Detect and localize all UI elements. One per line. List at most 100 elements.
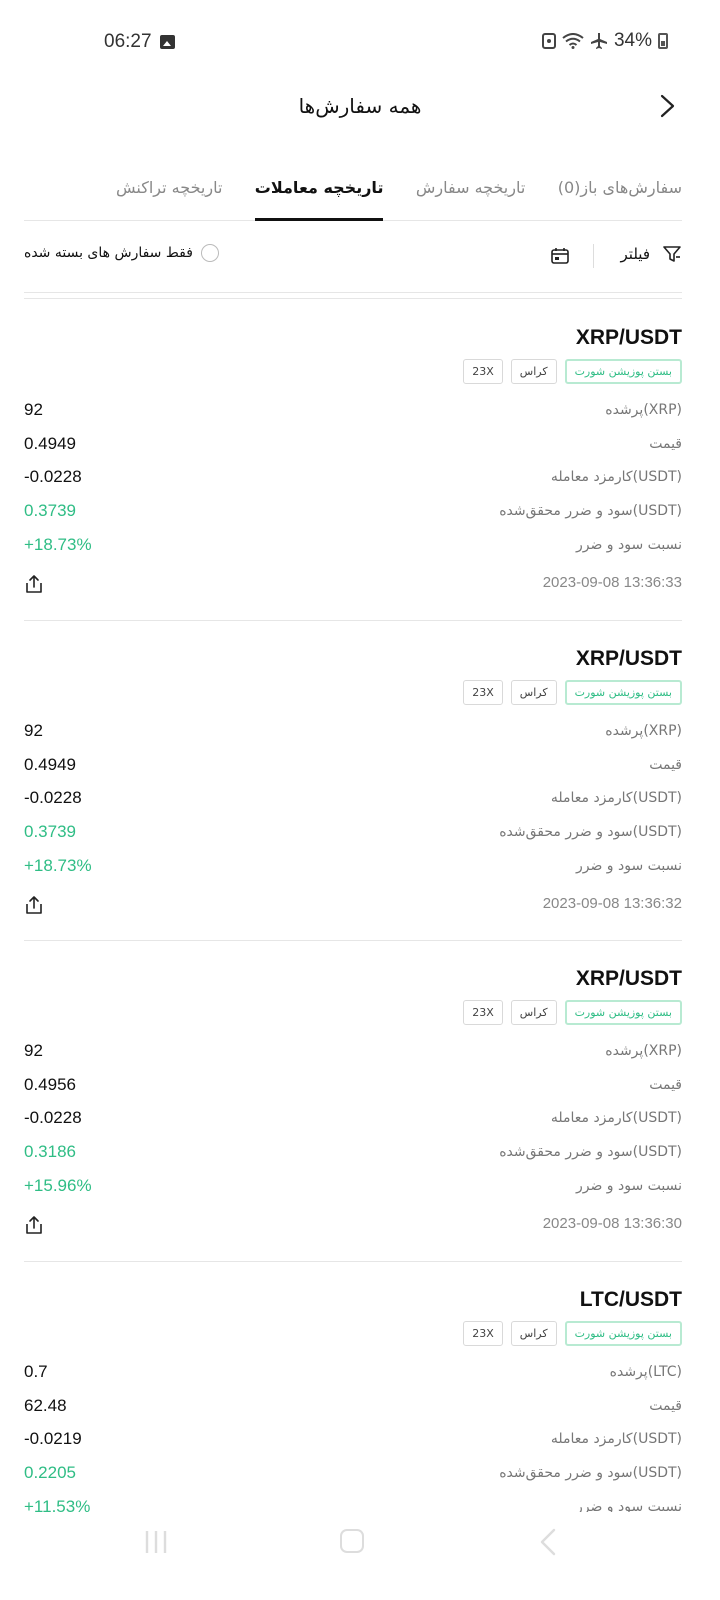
trade-timestamp: 2023-09-08 13:36:33	[542, 574, 682, 591]
realized-pnl-label: سود و ضرر محقق‌شده(USDT)	[499, 1144, 682, 1160]
margin-mode-tag: کراس	[510, 359, 557, 384]
realized-pnl-label: سود و ضرر محقق‌شده(USDT)	[499, 823, 682, 840]
price-label: قیمت	[649, 1077, 682, 1093]
realized-pnl-value: 0.3739	[24, 501, 76, 520]
pnl-ratio-label: نسبت سود و ضرر	[575, 1498, 682, 1513]
price-value: 62.48	[24, 1395, 67, 1415]
price-label: قیمت	[649, 436, 682, 452]
filled-label: پرشده(XRP)	[605, 402, 682, 418]
filled-value: 92	[24, 400, 43, 419]
pnl-ratio-label: نسبت سود و ضرر	[575, 537, 682, 553]
price-row: قیمت 0.4949	[24, 755, 682, 783]
filled-label: پرشده(LTC)	[609, 1363, 682, 1380]
pnl-ratio-row: نسبت سود و ضرر +11.53%	[24, 1497, 682, 1513]
leverage-tag: 23X	[463, 679, 503, 705]
gallery-notification-icon	[160, 35, 175, 49]
trade-history-list: XRP/USDT بستن پوزیشن شورت کراس 23X پرشده…	[24, 300, 682, 1512]
wifi-icon	[562, 33, 584, 49]
fee-value: -0.0219	[24, 1428, 82, 1448]
share-icon[interactable]	[24, 574, 44, 594]
recent-apps-icon[interactable]	[144, 1529, 168, 1555]
pnl-ratio-value: +18.73%	[24, 535, 92, 554]
filled-value: 0.7	[24, 1361, 48, 1381]
side-tag: بستن پوزیشن شورت	[564, 1320, 682, 1346]
filter-label: فیلتر	[620, 245, 650, 263]
home-icon[interactable]	[340, 1529, 364, 1553]
fee-value: -0.0228	[24, 1108, 82, 1127]
pnl-ratio-row: نسبت سود و ضرر +18.73%	[24, 856, 682, 884]
trading-pair: XRP/USDT	[575, 646, 682, 670]
tab-bar: سفارش‌های باز(0) تاریخچه سفارش تاریخچه م…	[24, 160, 682, 221]
trading-pair: XRP/USDT	[575, 326, 682, 349]
price-label: قیمت	[649, 1397, 682, 1414]
trade-timestamp: 2023-09-08 13:36:30	[542, 1215, 682, 1232]
price-row: قیمت 0.4949	[24, 434, 682, 462]
filled-value: 92	[24, 720, 43, 740]
realized-pnl-value: 0.3186	[24, 1142, 76, 1161]
fee-label: کارمزد معامله(USDT)	[550, 1430, 682, 1447]
trade-tags: بستن پوزیشن شورت کراس 23X	[463, 359, 682, 384]
tab-trade-history[interactable]: تاریخچه معاملات	[254, 160, 383, 221]
app-header: همه سفارش‌ها	[0, 86, 720, 150]
leverage-tag: 23X	[463, 359, 503, 384]
pnl-ratio-row: نسبت سود و ضرر +15.96%	[24, 1176, 682, 1204]
trade-timestamp: 2023-09-08 13:36:32	[542, 894, 682, 912]
trade-card: LTC/USDT بستن پوزیشن شورت کراس 23X پرشده…	[24, 1262, 682, 1513]
filled-row: پرشده(XRP) 92	[24, 1041, 682, 1069]
card-footer: 2023-09-08 13:36:33	[24, 572, 682, 598]
pnl-ratio-label: نسبت سود و ضرر	[575, 1178, 682, 1194]
price-label: قیمت	[649, 756, 682, 773]
tab-transaction-history[interactable]: تاریخچه تراکنش	[116, 178, 223, 197]
fee-label: کارمزد معامله(USDT)	[550, 469, 682, 485]
share-icon[interactable]	[24, 1215, 44, 1235]
system-navigation-bar	[0, 1512, 720, 1600]
trade-card: XRP/USDT بستن پوزیشن شورت کراس 23X پرشده…	[24, 300, 682, 621]
tab-order-history[interactable]: تاریخچه سفارش	[415, 178, 526, 197]
airplane-mode-icon	[590, 33, 607, 49]
side-tag: بستن پوزیشن شورت	[564, 359, 682, 384]
pnl-ratio-row: نسبت سود و ضرر +18.73%	[24, 535, 682, 563]
price-row: قیمت 0.4956	[24, 1075, 682, 1103]
share-icon[interactable]	[24, 895, 44, 915]
battery-percentage: 34%	[613, 30, 652, 51]
trade-tags: بستن پوزیشن شورت کراس 23X	[463, 1000, 682, 1025]
realized-pnl-row: سود و ضرر محقق‌شده(USDT) 0.3186	[24, 1142, 682, 1170]
card-footer: 2023-09-08 13:36:30	[24, 1213, 682, 1239]
trade-tags: بستن پوزیشن شورت کراس 23X	[463, 1320, 682, 1346]
realized-pnl-value: 0.2205	[24, 1462, 76, 1482]
closed-only-radio[interactable]	[200, 244, 219, 262]
margin-mode-tag: کراس	[510, 1320, 557, 1346]
pnl-ratio-value: +18.73%	[24, 855, 92, 875]
margin-mode-tag: کراس	[510, 1000, 557, 1025]
realized-pnl-label: سود و ضرر محقق‌شده(USDT)	[499, 1464, 682, 1481]
tab-open-orders[interactable]: سفارش‌های باز(0)	[557, 178, 682, 197]
pnl-ratio-label: نسبت سود و ضرر	[575, 857, 682, 874]
side-tag: بستن پوزیشن شورت	[564, 679, 682, 705]
realized-pnl-value: 0.3739	[24, 821, 76, 841]
filled-row: پرشده(XRP) 92	[24, 400, 682, 428]
card-footer: 2023-09-08 13:36:32	[24, 893, 682, 919]
price-value: 0.4949	[24, 434, 76, 453]
back-chevron-icon[interactable]	[654, 92, 682, 120]
fee-label: کارمزد معامله(USDT)	[550, 1110, 682, 1126]
trade-card: XRP/USDT بستن پوزیشن شورت کراس 23X پرشده…	[24, 621, 682, 941]
fee-row: کارمزد معامله(USDT) -0.0228	[24, 467, 682, 495]
calendar-icon[interactable]	[550, 246, 570, 266]
filled-row: پرشده(XRP) 92	[24, 721, 682, 749]
filter-toolbar: فیلتر فقط سفارش های بسته شده	[24, 222, 682, 290]
filled-row: پرشده(LTC) 0.7	[24, 1362, 682, 1390]
realized-pnl-row: سود و ضرر محقق‌شده(USDT) 0.3739	[24, 501, 682, 529]
fee-label: کارمزد معامله(USDT)	[550, 789, 682, 806]
section-divider	[24, 292, 682, 299]
leverage-tag: 23X	[463, 1000, 503, 1025]
trade-tags: بستن پوزیشن شورت کراس 23X	[463, 679, 682, 705]
status-time: 06:27	[104, 31, 152, 52]
battery-icon	[658, 33, 668, 49]
filter-button[interactable]: فیلتر	[621, 244, 682, 264]
fee-row: کارمزد معامله(USDT) -0.0228	[24, 788, 682, 816]
fee-value: -0.0228	[24, 467, 82, 486]
system-back-icon[interactable]	[538, 1528, 558, 1556]
closed-only-toggle[interactable]: فقط سفارش های بسته شده	[24, 244, 219, 262]
page-title: همه سفارش‌ها	[298, 94, 422, 118]
trading-pair: XRP/USDT	[575, 967, 682, 990]
